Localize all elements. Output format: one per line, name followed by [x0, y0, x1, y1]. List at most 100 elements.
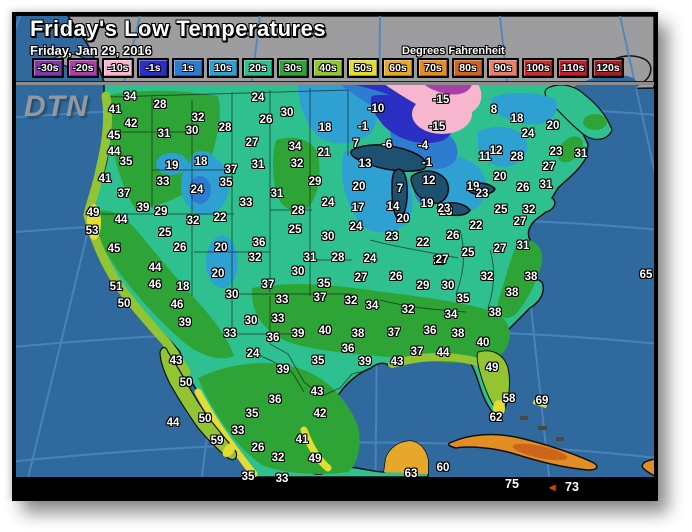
- temp-label: 18: [318, 122, 332, 134]
- temp-label: 8: [490, 104, 498, 116]
- legend-swatch-30s: 30s: [277, 58, 309, 78]
- temp-label: 44: [166, 417, 180, 429]
- legend-row: -30s -20s -10s -1s 1s 10s 20s 30s 40s 50s 60s 70s 80…: [32, 58, 624, 78]
- temp-label: 32: [401, 304, 415, 316]
- bottom-bar: [16, 477, 654, 497]
- temp-label: -4: [417, 140, 429, 152]
- temp-label: 34: [444, 309, 458, 321]
- temp-label: 31: [270, 188, 284, 200]
- legend-swatch-100s: 100s: [522, 58, 554, 78]
- temp-label: -10: [367, 103, 385, 115]
- date-label: Friday, Jan 29, 2016: [30, 43, 152, 58]
- temp-label: 36: [266, 332, 280, 344]
- temp-label: 45: [107, 130, 121, 142]
- temp-label: 23: [437, 203, 451, 215]
- temp-label: 31: [251, 159, 265, 171]
- temp-label: 13: [358, 158, 372, 170]
- temp-label: 40: [476, 337, 490, 349]
- temp-label: 28: [510, 151, 524, 163]
- temp-label: 42: [313, 408, 327, 420]
- temp-label: 35: [245, 408, 259, 420]
- map-frame: Friday's Low Temperatures Friday, Jan 29…: [12, 12, 658, 501]
- legend-swatch-90s: 90s: [487, 58, 519, 78]
- temp-label: 19: [420, 198, 434, 210]
- temp-label: 11: [478, 151, 492, 163]
- legend-swatch-20s: 20s: [242, 58, 274, 78]
- temp-label: 20: [546, 120, 560, 132]
- legend-swatch--20s: -20s: [67, 58, 99, 78]
- legend-swatch-10s: 10s: [207, 58, 239, 78]
- temp-label: 32: [248, 252, 262, 264]
- legend-swatch--30s: -30s: [32, 58, 64, 78]
- temp-label: 30: [280, 107, 294, 119]
- temp-label: 33: [156, 176, 170, 188]
- temp-label: -1: [357, 121, 369, 133]
- temp-label: 44: [107, 146, 121, 158]
- temp-label: 24: [363, 253, 377, 265]
- temp-label: 30: [291, 266, 305, 278]
- temp-label: 20: [211, 268, 225, 280]
- temp-label: 63: [404, 468, 418, 480]
- temp-label: 24: [321, 197, 335, 209]
- page-title: Friday's Low Temperatures: [30, 16, 327, 41]
- legend-swatch-120s: 120s: [592, 58, 624, 78]
- temp-label: 27: [493, 243, 507, 255]
- temperature-labels: 34 28 41 42 32 30 28 45 31 44 35 19 18 37 41 33 35 24 37 39…: [16, 16, 654, 497]
- temp-label: 39: [136, 202, 150, 214]
- temp-label: 38: [505, 287, 519, 299]
- temp-label: 20: [352, 181, 366, 193]
- temp-label: 33: [275, 294, 289, 306]
- temp-label: 28: [331, 252, 345, 264]
- temp-label: 12: [422, 175, 436, 187]
- temp-label: 22: [416, 237, 430, 249]
- temp-label: 27: [542, 161, 556, 173]
- temp-label: 36: [268, 394, 282, 406]
- temp-label: 35: [311, 355, 325, 367]
- temp-label: 49: [86, 207, 100, 219]
- temp-label: 34: [123, 91, 137, 103]
- temp-label: 23: [549, 146, 563, 158]
- temp-label: 22: [469, 220, 483, 232]
- legend-swatch-40s: 40s: [312, 58, 344, 78]
- temp-label: 50: [179, 377, 193, 389]
- temp-label: 26: [446, 230, 460, 242]
- temp-label: 49: [485, 362, 499, 374]
- legend-swatch-80s: 80s: [452, 58, 484, 78]
- temp-label: 25: [494, 204, 508, 216]
- temp-label: 37: [224, 164, 238, 176]
- temp-label: 49: [308, 453, 322, 465]
- temp-label: 14: [386, 201, 400, 213]
- temp-label: 26: [259, 114, 273, 126]
- temp-label: 31: [303, 252, 317, 264]
- temp-label: 28: [291, 205, 305, 217]
- temp-label: 37: [410, 346, 424, 358]
- temp-label: 32: [522, 204, 536, 216]
- temp-label: 25: [288, 224, 302, 236]
- temp-label: 31: [516, 240, 530, 252]
- temp-label: 37: [261, 279, 275, 291]
- legend-swatch-70s: 70s: [417, 58, 449, 78]
- temp-label: 43: [310, 386, 324, 398]
- temp-label: 27: [354, 272, 368, 284]
- temp-label: 62: [489, 412, 503, 424]
- temp-label: 30: [441, 280, 455, 292]
- temp-label: 37: [313, 292, 327, 304]
- temp-label: 42: [124, 118, 138, 130]
- temp-label: 30: [225, 289, 239, 301]
- temp-label: -6: [381, 139, 393, 151]
- temp-label: 31: [539, 179, 553, 191]
- temp-label: 24: [349, 221, 363, 233]
- temp-label: 24: [246, 348, 260, 360]
- temp-label: 44: [436, 347, 450, 359]
- temp-label: 29: [308, 176, 322, 188]
- temp-label: 38: [524, 271, 538, 283]
- temp-label: 35: [219, 177, 233, 189]
- legend-swatch-110s: 110s: [557, 58, 589, 78]
- map-world: Friday's Low Temperatures Friday, Jan 29…: [16, 16, 654, 497]
- temp-label: 65: [639, 269, 653, 281]
- temp-label: 24: [190, 184, 204, 196]
- temp-label: 31: [574, 148, 588, 160]
- temp-label: 34: [365, 300, 379, 312]
- temp-label: 20: [214, 242, 228, 254]
